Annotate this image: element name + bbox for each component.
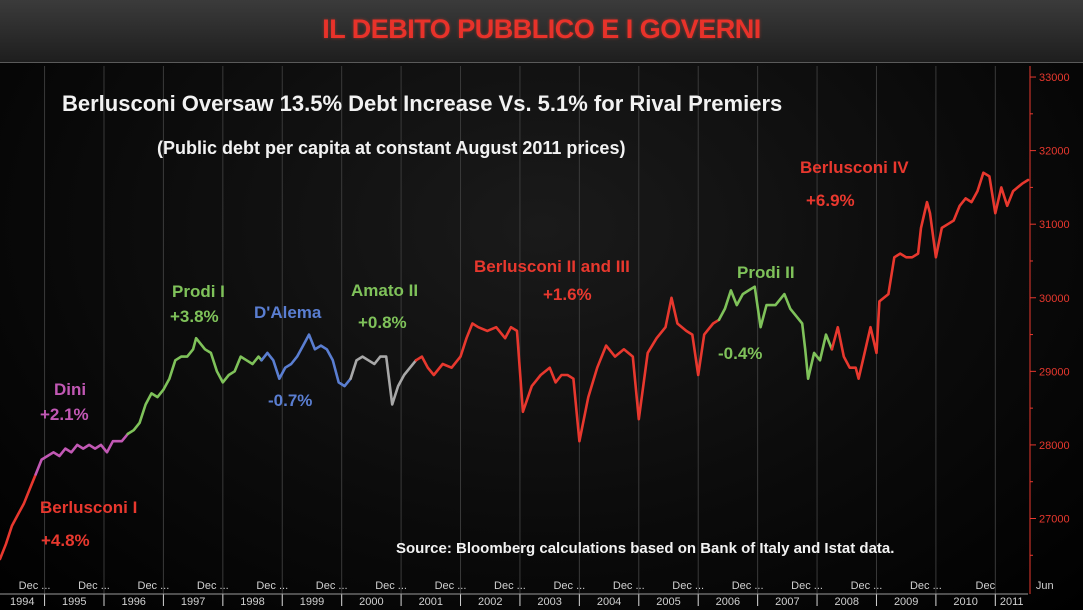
x-tick-label-month: Dec ... <box>19 580 51 592</box>
x-tick-label-year: 2006 <box>716 596 740 608</box>
x-tick-label-month: Dec ... <box>138 580 170 592</box>
series-change-dini: +2.1% <box>40 405 89 424</box>
x-tick-label-month: Dec ... <box>791 580 823 592</box>
x-tick-label-year: 2007 <box>775 596 799 608</box>
x-tick-label-month: Dec ... <box>316 580 348 592</box>
series-label-dalema: D'Alema <box>254 303 322 322</box>
x-tick-label-year: 1994 <box>10 596 34 608</box>
series-line-amato-ii <box>349 355 418 406</box>
x-tick-label-month: Dec ... <box>78 580 110 592</box>
series-label-berlusconi-i: Berlusconi I <box>40 498 138 517</box>
series-change-amato-ii: +0.8% <box>358 313 407 332</box>
x-tick-label-year: 2005 <box>656 596 680 608</box>
series-label-prodi-i: Prodi I <box>172 282 225 301</box>
x-tick-label-year: 1995 <box>62 596 86 608</box>
x-tick-label-year: 2000 <box>359 596 383 608</box>
x-tick-label-month: Dec ... <box>613 580 645 592</box>
y-tick-label: 27000 <box>1039 513 1070 525</box>
y-tick-label: 32000 <box>1039 146 1070 158</box>
x-tick-label-year: 2010 <box>953 596 977 608</box>
x-tick-label-year: 1998 <box>240 596 264 608</box>
chart-title: Berlusconi Oversaw 13.5% Debt Increase V… <box>62 91 783 116</box>
x-axis: 1994 Dec ... 1995 Dec ... 1996 Dec ... 1997 Dec… <box>0 580 1054 608</box>
x-tick-label-month: Dec ... <box>851 580 883 592</box>
series-line-d-alema <box>260 333 352 388</box>
x-tick-label-month: Dec ... <box>256 580 288 592</box>
chart-source-note: Source: Bloomberg calculations based on … <box>396 540 895 557</box>
series-line-berlusconi-iv <box>830 171 1030 381</box>
y-tick-label: 30000 <box>1039 293 1070 305</box>
series-label-amato-ii: Amato II <box>351 281 419 300</box>
series-line-berlusconi-ii-and-iii <box>414 296 721 443</box>
series-label-berlusconi-ii-iii: Berlusconi II and III <box>474 257 630 276</box>
x-tick-label-month: Dec ... <box>494 580 526 592</box>
series-line-berlusconi-i <box>0 473 38 561</box>
y-tick-label: 31000 <box>1039 219 1070 231</box>
series-line-prodi-ii <box>717 285 834 381</box>
series-change-berlusconi-ii-iii: +1.6% <box>543 285 592 304</box>
x-tick-label-month: Dec ... <box>553 580 585 592</box>
x-tick-label-year: 1996 <box>121 596 145 608</box>
x-tick-label-month: Jun <box>1036 580 1054 592</box>
series-change-prodi-i: +3.8% <box>170 307 219 326</box>
y-axis: 27000 28000 29000 30000 31000 32000 33000 <box>1029 66 1070 594</box>
series-label-prodi-ii: Prodi II <box>737 263 795 282</box>
series-change-berlusconi-i: +4.8% <box>41 531 90 550</box>
y-tick-label: 28000 <box>1039 440 1070 452</box>
chart-subtitle: (Public debt per capita at constant Augu… <box>157 138 626 158</box>
x-tick-label-year: 1997 <box>181 596 205 608</box>
x-tick-label-month: Dec ... <box>197 580 229 592</box>
x-tick-label-year: 1999 <box>300 596 324 608</box>
series-change-dalema: -0.7% <box>268 391 313 410</box>
x-tick-label-year: 2003 <box>537 596 561 608</box>
series-change-berlusconi-iv: +6.9% <box>806 191 855 210</box>
banner-title: IL DEBITO PUBBLICO E I GOVERNI <box>322 14 761 44</box>
series-line-dini <box>34 432 130 476</box>
x-tick-label-month: Dec ... <box>732 580 764 592</box>
x-tick-label-year: 2002 <box>478 596 502 608</box>
y-tick-label: 33000 <box>1039 72 1070 84</box>
x-tick-label-year: 2001 <box>419 596 443 608</box>
x-tick-label-year: 2011 <box>1000 596 1024 608</box>
x-tick-label-year: 2009 <box>894 596 918 608</box>
page-banner: IL DEBITO PUBBLICO E I GOVERNI <box>0 0 1083 63</box>
x-tick-label-month: Dec ... <box>672 580 704 592</box>
x-tick-label-month: Dec ... <box>375 580 407 592</box>
series-label-berlusconi-iv: Berlusconi IV <box>800 158 909 177</box>
series-line-prodi-i <box>126 336 263 436</box>
y-tick-label: 29000 <box>1039 366 1070 378</box>
x-tick-label-month: Dec ... <box>910 580 942 592</box>
x-tick-label-month: Dec ... <box>435 580 467 592</box>
chart-grid <box>44 66 996 606</box>
series-change-prodi-ii: -0.4% <box>718 344 763 363</box>
x-tick-label-year: 2004 <box>597 596 621 608</box>
chart-series <box>0 171 1030 561</box>
series-label-dini: Dini <box>54 380 87 399</box>
x-tick-label-month: Dec <box>976 580 996 592</box>
chart-background <box>0 63 1083 610</box>
x-tick-label-year: 2008 <box>835 596 859 608</box>
